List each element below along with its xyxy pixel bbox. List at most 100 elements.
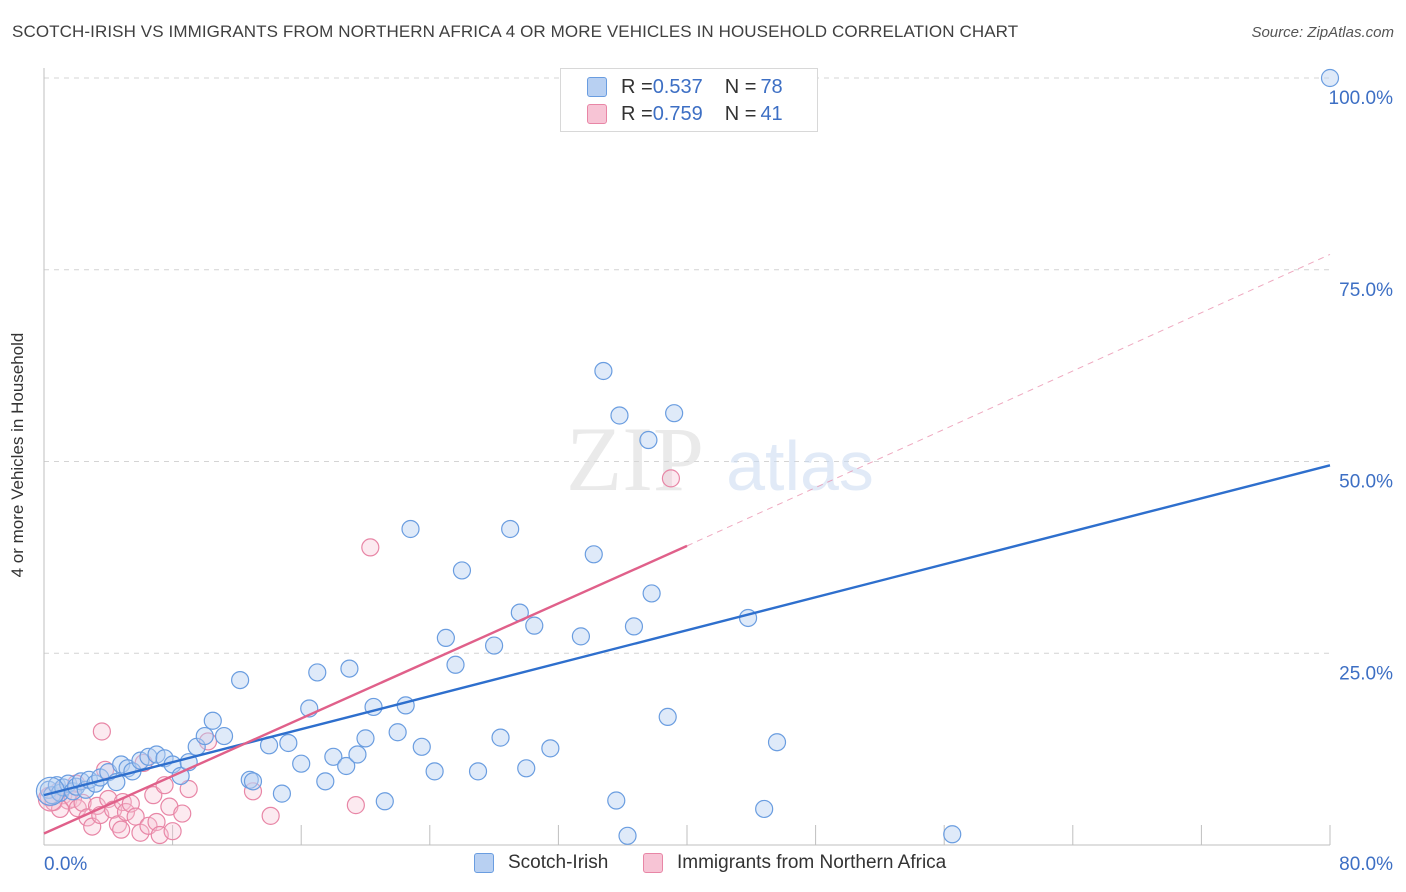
watermark-zip: ZIP	[566, 408, 704, 510]
scotch-irish-point	[1320, 68, 1340, 88]
scotch-irish-point	[316, 772, 335, 791]
legend-swatch-pink	[643, 853, 663, 873]
scotch-irish-point	[755, 799, 774, 819]
scotch-irish-point	[446, 655, 465, 674]
scotch-irish-point	[485, 636, 504, 655]
immigrants-point	[361, 538, 380, 557]
axes	[43, 68, 1331, 846]
scotch-irish-point-cluster	[35, 776, 66, 806]
trend-line-immigrants	[43, 544, 688, 835]
scotch-irish-point	[272, 784, 292, 803]
scotch-irish-point	[468, 762, 488, 781]
y-tick-label: 50.0%	[1339, 472, 1393, 493]
scotch-irish-point	[356, 729, 375, 748]
scotch-irish-point	[584, 545, 603, 564]
legend-r-value: 0.537	[652, 75, 703, 98]
y-tick-labels: 25.0% 50.0% 75.0% 100.0%	[1329, 88, 1394, 684]
scotch-irish-point	[396, 696, 415, 715]
scotch-irish-point	[348, 745, 367, 764]
scotch-irish-point	[639, 430, 658, 450]
scotch-irish-point	[292, 754, 311, 773]
scotch-irish-point	[436, 628, 455, 648]
scotch-irish-point	[324, 747, 343, 766]
scotch-irish-point	[624, 617, 644, 636]
scotch-irish-point	[401, 519, 420, 539]
immigrants-point	[198, 732, 218, 751]
legend-stats: R = 0.537 N = 78 R = 0.759 N = 41	[560, 68, 818, 132]
scotch-irish-point	[214, 726, 234, 746]
scotch-irish-point	[279, 733, 298, 753]
scotch-irish-point	[491, 728, 510, 747]
scotch-irish-point	[767, 733, 787, 752]
immigrants-point	[112, 820, 131, 839]
legend-row-scotch-irish: R = 0.537 N = 78	[587, 75, 783, 99]
trend-lines	[43, 253, 1331, 835]
immigrants-point	[68, 799, 87, 818]
y-axis-title: 4 or more Vehicles in Household	[8, 332, 27, 578]
scotch-irish-point	[943, 825, 962, 844]
x-tick-label-min: 0.0%	[44, 854, 87, 875]
scotch-irish-point	[618, 826, 637, 845]
scotch-irish-point	[642, 584, 661, 603]
scotch-irish-point	[231, 670, 250, 690]
chart-title: SCOTCH-IRISH VS IMMIGRANTS FROM NORTHERN…	[12, 22, 1019, 41]
trend-line-scotch-irish	[43, 464, 1331, 797]
scotch-irish-point	[525, 616, 544, 635]
legend-n-label: N =	[724, 75, 757, 98]
scotch-irish-point	[203, 711, 222, 730]
y-tick-label: 25.0%	[1339, 663, 1393, 684]
legend-label: Immigrants from Northern Africa	[677, 852, 947, 873]
scotch-irish-point	[541, 739, 560, 758]
scotch-irish-point	[340, 659, 359, 678]
trend-line-immigrants-extension	[686, 253, 1331, 547]
legend-r-value: 0.759	[652, 102, 703, 125]
immigrants-point	[261, 806, 280, 825]
scotch-irish-point	[517, 759, 536, 778]
immigrants-point	[661, 469, 681, 488]
y-tick-label: 75.0%	[1339, 280, 1393, 301]
legend-n-value: 41	[760, 102, 783, 125]
watermark: ZIP atlas	[566, 408, 874, 510]
legend-swatch-pink	[587, 104, 607, 124]
scotch-irish-point	[412, 737, 431, 756]
x-tick-labels: 0.0% 80.0%	[44, 854, 1393, 875]
legend-n-value: 78	[760, 75, 783, 98]
watermark-atlas: atlas	[726, 427, 874, 505]
immigrants-point	[116, 802, 136, 822]
legend-label: Scotch-Irish	[508, 852, 609, 873]
immigrants-point	[346, 796, 365, 815]
scotch-irish-point	[665, 404, 684, 423]
scotch-irish-point	[243, 772, 263, 791]
grid-lines	[44, 77, 1330, 654]
immigrants-point	[243, 782, 263, 801]
scotch-irish-point	[501, 519, 520, 539]
legend-swatch-blue	[587, 77, 607, 97]
y-tick-label: 100.0%	[1329, 88, 1394, 109]
scotch-irish-point	[308, 663, 327, 682]
legend-item-scotch-irish: Scotch-Irish	[474, 852, 608, 874]
scotch-irish-point	[594, 361, 613, 381]
source-label: Source: ZipAtlas.com	[1251, 24, 1394, 41]
legend-row-immigrants: R = 0.759 N = 41	[587, 102, 783, 126]
scotch-irish-point	[607, 791, 626, 810]
scotch-irish-point	[658, 707, 677, 727]
scotch-irish-point	[375, 792, 394, 811]
immigrants-point	[163, 822, 182, 841]
scotch-irish-point	[337, 756, 356, 776]
legend-r-label: R =	[621, 102, 653, 125]
legend-r-label: R =	[621, 75, 653, 98]
legend-swatch-blue	[474, 853, 494, 873]
legend-n-label: N =	[724, 102, 757, 125]
immigrants-point	[92, 722, 111, 741]
scotch-irish-point	[452, 561, 472, 580]
scotch-irish-point	[388, 723, 407, 742]
scotch-irish-point	[195, 726, 214, 746]
x-tick-label-max: 80.0%	[1339, 854, 1393, 875]
legend-series: Scotch-Irish Immigrants from Northern Af…	[0, 852, 1406, 876]
immigrants-point	[179, 779, 198, 799]
scotch-irish-point	[610, 406, 629, 425]
immigrants-point	[173, 804, 192, 823]
legend-item-immigrants: Immigrants from Northern Africa	[643, 852, 946, 874]
scotch-irish-point	[425, 762, 444, 781]
